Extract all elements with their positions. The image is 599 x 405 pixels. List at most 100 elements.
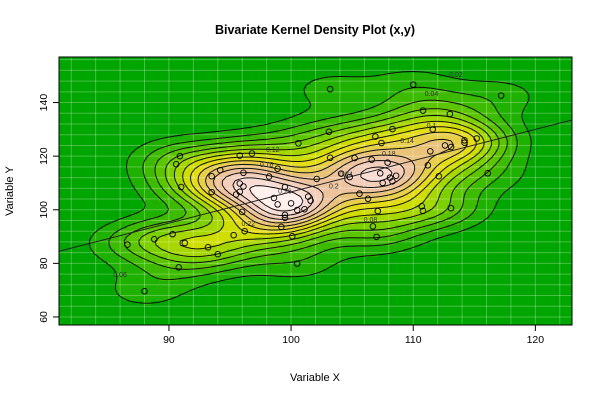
density-cell [523, 201, 528, 206]
density-cell [147, 65, 152, 70]
density-cell [431, 97, 436, 102]
density-cell [435, 121, 440, 126]
density-cell [107, 61, 112, 66]
density-cell [163, 165, 168, 170]
density-cell [479, 145, 484, 150]
density-cell [107, 193, 112, 198]
density-cell [459, 109, 464, 114]
density-cell [199, 113, 204, 118]
density-cell [459, 61, 464, 66]
density-cell [367, 129, 372, 134]
density-cell [411, 209, 416, 214]
density-cell [471, 157, 476, 162]
density-cell [563, 65, 568, 70]
density-cell [87, 93, 92, 98]
density-cell [523, 97, 528, 102]
density-cell [95, 205, 100, 210]
density-cell [335, 93, 340, 98]
density-cell [227, 145, 232, 150]
density-cell [359, 177, 364, 182]
density-cell [83, 65, 88, 70]
density-cell [331, 69, 336, 74]
density-cell [167, 89, 172, 94]
density-cell [371, 57, 376, 62]
density-cell [303, 169, 308, 174]
density-cell [547, 85, 552, 90]
density-cell [227, 81, 232, 86]
density-cell [139, 181, 144, 186]
density-cell [115, 153, 120, 158]
density-cell [87, 197, 92, 202]
density-cell [203, 197, 208, 202]
density-cell [351, 97, 356, 102]
density-cell [191, 77, 196, 82]
density-cell [247, 161, 252, 166]
density-cell [535, 109, 540, 114]
density-cell [71, 81, 76, 86]
density-cell [231, 117, 236, 122]
density-cell [187, 117, 192, 122]
density-cell [403, 81, 408, 86]
density-cell [235, 169, 240, 174]
density-cell [139, 117, 144, 122]
density-cell [527, 77, 532, 82]
density-cell [487, 105, 492, 110]
density-cell [95, 129, 100, 134]
density-cell [115, 101, 120, 106]
density-cell [435, 77, 440, 82]
density-cell [435, 125, 440, 130]
density-cell [395, 89, 400, 94]
density-cell [195, 105, 200, 110]
density-cell [495, 117, 500, 122]
density-cell [223, 97, 228, 102]
density-cell [551, 97, 556, 102]
density-cell [75, 117, 80, 122]
density-cell [287, 101, 292, 106]
density-cell [311, 169, 316, 174]
density-cell [443, 65, 448, 70]
density-cell [507, 129, 512, 134]
density-cell [347, 61, 352, 66]
density-cell [191, 69, 196, 74]
density-cell [215, 149, 220, 154]
density-cell [111, 109, 116, 114]
density-cell [415, 125, 420, 130]
density-cell [103, 109, 108, 114]
density-cell [79, 173, 84, 178]
density-cell [79, 109, 84, 114]
density-cell [415, 165, 420, 170]
density-cell [523, 133, 528, 138]
density-cell [371, 193, 376, 198]
density-cell [539, 105, 544, 110]
density-cell [235, 129, 240, 134]
density-cell [171, 133, 176, 138]
density-cell [511, 61, 516, 66]
density-cell [67, 89, 72, 94]
density-cell [355, 57, 360, 62]
density-cell [559, 61, 564, 66]
density-cell [459, 73, 464, 78]
density-cell [335, 125, 340, 130]
density-cell [191, 113, 196, 118]
density-cell [411, 165, 416, 170]
density-cell [107, 189, 112, 194]
density-cell [295, 201, 300, 206]
density-cell [443, 61, 448, 66]
density-cell [455, 57, 460, 62]
density-cell [483, 205, 488, 210]
density-cell [151, 129, 156, 134]
density-cell [287, 109, 292, 114]
density-cell [535, 189, 540, 194]
density-cell [295, 189, 300, 194]
density-cell [471, 121, 476, 126]
density-cell [551, 173, 556, 178]
density-cell [159, 177, 164, 182]
density-cell [239, 185, 244, 190]
density-cell [423, 81, 428, 86]
density-cell [367, 77, 372, 82]
density-cell [431, 157, 436, 162]
density-cell [251, 161, 256, 166]
density-cell [491, 61, 496, 66]
density-cell [447, 157, 452, 162]
density-cell [395, 105, 400, 110]
